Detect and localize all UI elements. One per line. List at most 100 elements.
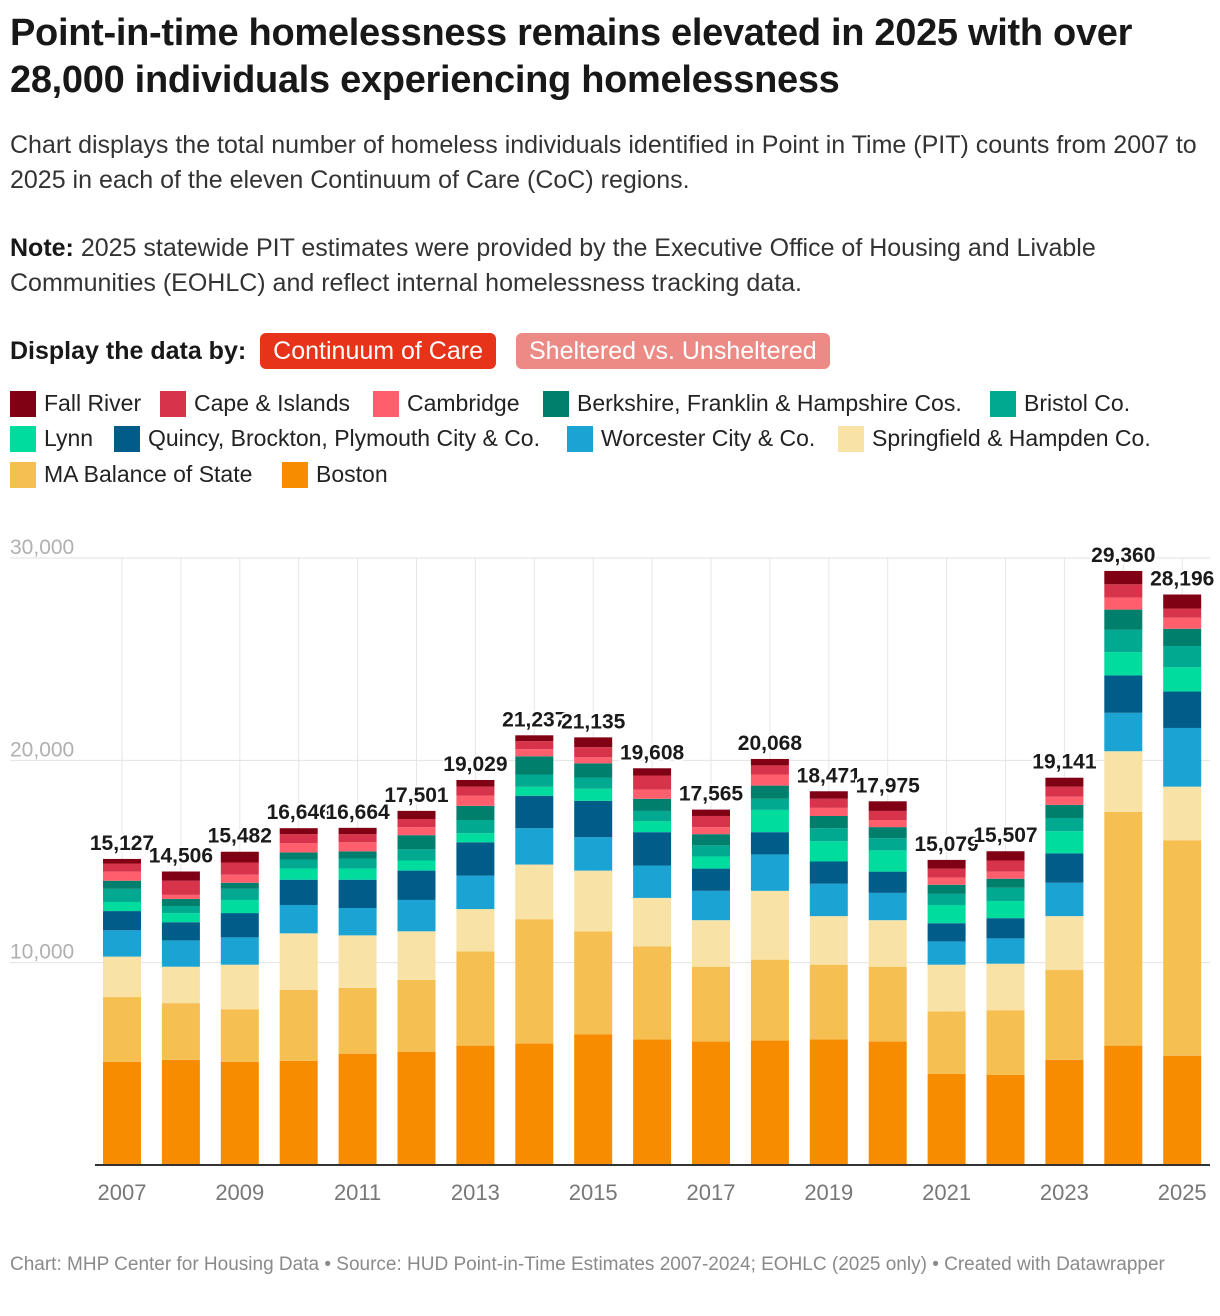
bar-segment [1163,691,1202,728]
bar-segment [456,1045,495,1165]
bar-segment [161,906,200,914]
bar-segment [750,785,789,799]
legend-swatch [10,390,36,417]
total-label: 15,127 [90,832,154,855]
bar-segment [986,887,1025,901]
legend-label: Bristol Co. [1024,390,1131,416]
continuum-of-care-button[interactable]: Continuum of Care [260,333,496,369]
bar-segment [868,920,907,967]
bar-segment [1163,608,1202,618]
total-label: 19,029 [443,753,507,776]
bar-segment [692,966,730,1042]
bar-segment [750,765,789,775]
bar-segment [220,899,259,914]
bar-segment [515,795,554,829]
legend-swatch [990,390,1016,417]
bar-segment [515,774,554,787]
legend-item: Lynn [10,425,93,452]
bar-segment [103,880,141,889]
display-label: Display the data by: [10,336,247,365]
bar-segment [338,827,377,835]
bar-segment [986,900,1025,919]
display-toggle: Display the data by: Continuum of Care S… [10,332,850,370]
bar-segment [1163,786,1202,841]
bar-segment [692,815,730,828]
bar-segment [1104,629,1143,653]
bar-segment [1104,570,1143,585]
x-tick-label: 2015 [569,1180,618,1205]
bar-segment [750,854,789,891]
bar-segment [1045,817,1084,832]
bar-segment [750,890,789,960]
bar-segment [1045,882,1084,917]
bar-segment [456,820,495,834]
legend-swatch [160,390,186,417]
bar-segment [809,916,848,965]
bar-segment [397,1051,436,1165]
bar-segment [338,834,377,843]
bar-segment [868,966,907,1042]
bar-segment [809,841,848,862]
bar-segment [927,1011,966,1074]
bar-segment [927,877,966,885]
note-text: 2025 statewide PIT estimates were provid… [10,234,1096,297]
bar-segment [397,979,436,1052]
bar-segment [750,832,789,855]
chart-title: Point-in-time homelessness remains eleva… [10,12,1133,101]
bar-segment [574,777,613,789]
bar-segment [338,858,377,869]
bar-segment [574,800,613,838]
bar-segment [103,858,141,864]
bar-segment [1104,597,1143,610]
bar-segment [868,838,907,851]
bar-segment [103,888,141,902]
bar-segment [633,865,672,898]
bar-segment [161,940,200,967]
legend-label: Cambridge [407,390,520,416]
bar-segment [1104,675,1143,713]
legend-label: Quincy, Brockton, Plymouth City & Co. [148,425,540,451]
bar-segment [1104,609,1143,630]
bar-segment [338,868,377,880]
bar-segment [338,908,377,936]
bar-segment [1104,1045,1143,1165]
bar-segment [1163,840,1202,1056]
total-label: 19,608 [620,741,685,764]
bar-segment [397,827,436,836]
bar-segment [1045,786,1084,797]
bar-segment [220,937,259,965]
bar-segment [279,868,318,880]
bar-segment [692,920,730,967]
bar-segment [692,834,730,846]
bar-segment [750,798,789,810]
legend-label: Cape & Islands [194,390,350,416]
legend-label: Worcester City & Co. [601,425,816,451]
bar-segment [456,909,495,952]
chart-subtitle: Chart displays the total number of homel… [10,131,1197,194]
bar-segment [1045,853,1084,883]
bar-segment [279,834,318,844]
bar-segment [220,888,259,900]
bar-segment [515,786,554,796]
chart-footer: Chart: MHP Center for Housing Data • Sou… [10,1254,1165,1275]
bar-segment [1163,1055,1202,1165]
bar-segment [927,905,966,924]
bar-segment [927,868,966,878]
bar-segment [868,801,907,811]
bar-segment [986,938,1025,964]
bar-segment [986,871,1025,879]
bar-segment [1045,969,1084,1060]
bar-segment [456,779,495,787]
bar-segment [220,1061,259,1165]
bar-segment [633,821,672,833]
bar-segment [456,842,495,876]
bar-segment [279,905,318,934]
bar-segment [633,810,672,822]
bar-segment [456,951,495,1046]
bar-segment [161,1003,200,1060]
bar-segment [750,774,789,786]
bar-segment [456,795,495,806]
bar-segment [574,763,613,778]
bar-segment [161,871,200,881]
sheltered-vs-unsheltered-button[interactable]: Sheltered vs. Unsheltered [516,333,830,369]
